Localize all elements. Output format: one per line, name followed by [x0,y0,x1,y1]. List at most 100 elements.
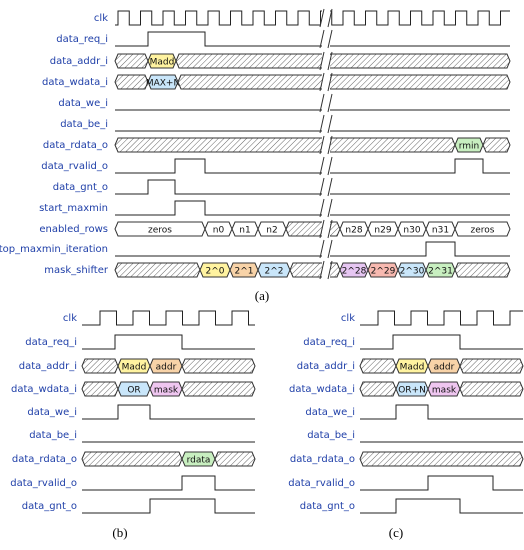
signal-name: data_be_i [307,430,355,441]
signal-name: data_rvalid_o [41,161,108,172]
signal-name: data_gnt_o [53,182,108,193]
bus-hatch [359,381,397,397]
break-mark [327,239,333,259]
bus-value: n1 [239,226,250,236]
bus-hatch [81,381,119,397]
bus-value: Madd [400,363,425,373]
bus-value: 2^2 [265,267,284,277]
bus-value: n30 [403,226,420,236]
break-mark [327,114,333,134]
bus-hatch [114,53,149,69]
break-mark [327,177,333,197]
bus-value: OR+N [398,386,426,396]
waveform [82,498,255,514]
signal-name: data_addr_i [19,361,77,372]
bus-value: MAX+N [146,79,180,89]
waveform [115,10,510,26]
break-mark [327,51,333,71]
bus-hatch [114,74,149,90]
break-mark [319,93,325,113]
bus-value: mask [432,386,457,396]
bus-hatch [114,262,201,278]
signal-name: data_we_i [27,407,77,418]
signal-name: data_req_i [303,337,355,348]
break-gap [322,178,330,196]
waveform [115,31,510,47]
signal-name: data_gnt_o [22,501,77,512]
break-mark [319,51,325,71]
break-mark [319,29,325,49]
waveform [115,200,510,216]
waveform [82,334,255,350]
break-mark [327,198,333,218]
signal-name: data_be_i [29,430,77,441]
break-mark [319,198,325,218]
bus-hatch [459,381,524,397]
break-gap [322,157,330,175]
break-mark [319,135,325,155]
break-mark [327,260,333,280]
break-mark [319,260,325,280]
signal-name: data_be_i [60,119,108,130]
bus-value: n29 [374,226,391,236]
bus-value: n28 [345,226,362,236]
caption: (b) [112,525,127,540]
bus-value: Madd [122,363,147,373]
break-gap [322,115,330,133]
waveform [115,158,510,174]
bus-hatch [289,262,341,278]
bus-value: Madd [150,58,175,68]
bus-value: 2^30 [400,267,425,277]
bus-value: 2^1 [235,267,254,277]
break-mark [327,72,333,92]
bus-value: mask [154,386,179,396]
signal-name: data_wdata_i [289,384,355,395]
break-gap [322,9,330,27]
bus-hatch [114,137,456,153]
bus-value: rmin [459,142,480,152]
waveform [115,179,510,195]
bus-value: 2^0 [206,267,225,277]
signal-name: data_rdata_o [43,140,108,151]
break-mark [327,135,333,155]
break-mark [327,219,333,239]
signal-name: clk [94,13,108,24]
waveform [82,404,255,420]
bus-segment [454,221,511,237]
signal-name: data_wdata_i [11,384,77,395]
break-gap [322,30,330,48]
bus-hatch [359,358,397,374]
break-mark [327,8,333,28]
caption: (a) [255,288,269,303]
break-gap [322,94,330,112]
break-mark [319,114,325,134]
signal-name: start_maxmin [39,203,108,214]
signal-name: data_req_i [56,34,108,45]
break-gap [322,199,330,217]
bus-value: n0 [213,226,225,236]
signal-name: clk [63,313,77,324]
bus-hatch [214,451,256,467]
bus-value: rdata [187,456,211,466]
bus-value: n2 [266,226,277,236]
signal-name: data_we_i [58,98,108,109]
bus-hatch [177,74,511,90]
bus-value: 2^28 [342,267,367,277]
break-mark [319,219,325,239]
signal-name: data_addr_i [50,56,108,67]
break-mark [327,93,333,113]
break-gap [322,261,330,279]
signal-name: data_we_i [305,407,355,418]
bus-value: 2^29 [371,267,396,277]
caption: (c) [389,525,403,540]
signal-name: data_rvalid_o [10,478,77,489]
break-mark [319,8,325,28]
waveform [360,475,523,491]
break-mark [319,239,325,259]
break-gap [322,240,330,258]
waveform [360,404,523,420]
bus-value: addr [434,363,455,373]
break-gap [322,52,330,70]
signal-name: stop_maxmin_iteration [0,244,108,255]
bus-value: 2^31 [428,267,453,277]
